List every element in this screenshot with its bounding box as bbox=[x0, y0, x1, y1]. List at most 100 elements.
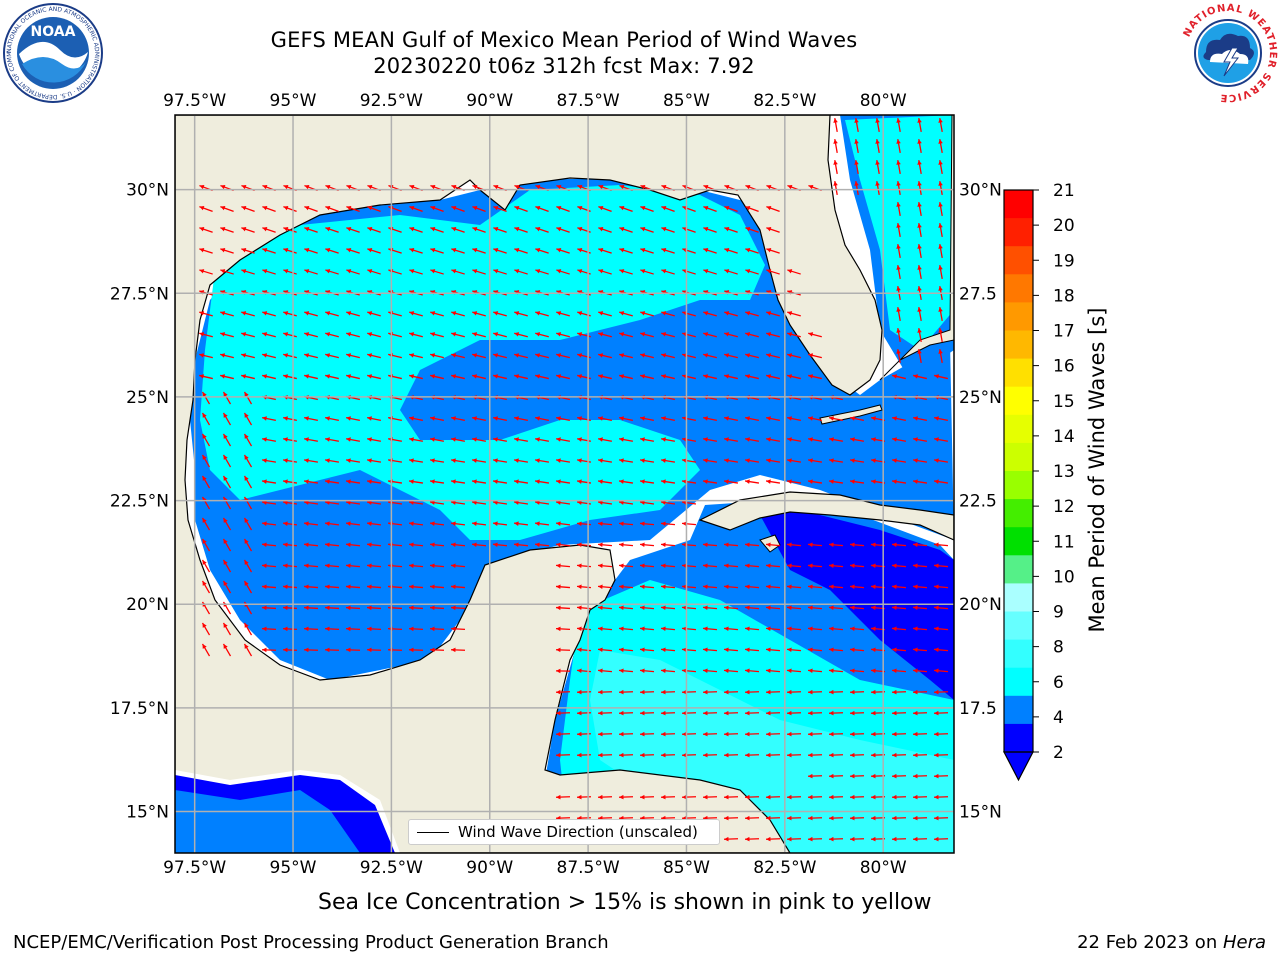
wave-arrow bbox=[199, 353, 213, 359]
wave-arrow-head bbox=[833, 118, 838, 123]
colorbar-segment bbox=[1004, 611, 1033, 641]
wave-arrow-head bbox=[745, 332, 751, 337]
wave-arrow-head bbox=[430, 269, 436, 274]
wave-arrow-head bbox=[451, 184, 457, 190]
wave-arrow bbox=[828, 710, 844, 716]
wave-arrow bbox=[896, 117, 901, 133]
wave-arrow bbox=[639, 668, 655, 674]
wave-arrow bbox=[640, 416, 654, 422]
wave-arrow-head bbox=[808, 794, 813, 800]
wave-arrow-head bbox=[262, 479, 267, 484]
wave-arrow bbox=[933, 563, 949, 569]
wave-arrow bbox=[660, 710, 676, 716]
wave-arrow-head bbox=[917, 349, 922, 354]
wave-arrow-head bbox=[938, 160, 943, 165]
wave-arrow bbox=[681, 689, 697, 695]
wave-arrow-head bbox=[703, 458, 708, 463]
wave-arrow bbox=[619, 269, 633, 275]
wave-arrow bbox=[849, 710, 865, 716]
wave-arrow-head bbox=[640, 332, 646, 337]
wave-arrow bbox=[598, 353, 612, 359]
wave-arrow bbox=[661, 374, 675, 380]
wave-arrow bbox=[639, 542, 655, 548]
wave-arrow bbox=[597, 542, 613, 548]
wave-arrow-head bbox=[766, 206, 772, 211]
wave-arrow bbox=[833, 117, 838, 133]
wave-arrow-head bbox=[430, 437, 435, 442]
wave-arrow bbox=[262, 353, 276, 359]
wave-arrow-head bbox=[244, 622, 249, 628]
wave-arrow bbox=[325, 206, 339, 212]
wave-arrow-head bbox=[829, 437, 834, 442]
wave-arrow-head bbox=[223, 454, 228, 460]
wave-arrow-head bbox=[854, 118, 859, 123]
wave-arrow-head bbox=[514, 500, 519, 505]
wave-arrow bbox=[933, 542, 949, 548]
wave-arrow-head bbox=[745, 605, 750, 611]
wave-arrow-head bbox=[535, 479, 540, 484]
wave-arrow-head bbox=[304, 542, 309, 547]
longitude-label-top: 90°W bbox=[466, 91, 513, 111]
wave-arrow bbox=[243, 475, 253, 489]
wave-arrow-head bbox=[787, 311, 793, 316]
wave-arrow bbox=[702, 437, 718, 442]
wave-arrow-head bbox=[703, 374, 709, 379]
wave-arrow bbox=[324, 584, 340, 590]
wave-arrow bbox=[535, 248, 549, 254]
wave-arrow bbox=[618, 647, 634, 653]
wave-arrow-head bbox=[682, 731, 687, 737]
wave-arrow-head bbox=[787, 542, 792, 548]
wave-arrow-head bbox=[913, 605, 918, 611]
wave-arrow bbox=[917, 243, 922, 259]
wave-arrow-head bbox=[493, 353, 499, 358]
wave-arrow-head bbox=[682, 605, 687, 611]
wave-arrow bbox=[765, 584, 781, 590]
wave-arrow-head bbox=[451, 374, 457, 379]
wave-arrow bbox=[303, 563, 319, 569]
wave-arrow bbox=[702, 626, 718, 632]
wave-arrow bbox=[660, 479, 676, 484]
wave-arrow bbox=[493, 332, 507, 338]
wave-arrow bbox=[912, 542, 928, 548]
wave-arrow bbox=[681, 479, 697, 484]
wave-arrow-head bbox=[724, 710, 729, 716]
colorbar-tick-label: 8 bbox=[1053, 638, 1064, 658]
wave-arrow-head bbox=[325, 563, 330, 569]
wave-arrow-head bbox=[703, 668, 708, 674]
wave-arrow bbox=[262, 248, 276, 254]
wave-arrow-head bbox=[556, 269, 562, 274]
wave-arrow-head bbox=[577, 206, 583, 211]
wave-arrow bbox=[282, 626, 298, 632]
wave-arrow bbox=[598, 374, 612, 380]
wave-arrow-head bbox=[535, 500, 540, 505]
wave-arrow-head bbox=[493, 248, 499, 253]
wave-arrow bbox=[324, 521, 340, 526]
wave-arrow-head bbox=[346, 563, 351, 569]
wave-arrow-head bbox=[892, 437, 897, 442]
wave-arrow bbox=[745, 248, 759, 254]
wave-arrow-head bbox=[703, 206, 709, 211]
wave-arrow-head bbox=[766, 794, 771, 800]
wave-arrow-head bbox=[871, 647, 876, 653]
wave-arrow-head bbox=[724, 269, 730, 274]
wave-arrow-head bbox=[829, 836, 834, 842]
wave-arrow-head bbox=[829, 563, 834, 569]
wave-arrow-head bbox=[325, 626, 330, 632]
wave-arrow bbox=[199, 374, 213, 380]
wave-arrow-head bbox=[640, 248, 646, 253]
colorbar-tick-label: 14 bbox=[1053, 427, 1075, 447]
wave-arrow-head bbox=[577, 500, 582, 505]
wave-arrow bbox=[450, 542, 466, 547]
wave-arrow bbox=[366, 479, 382, 484]
wave-arrow-head bbox=[682, 437, 687, 442]
wave-arrow-head bbox=[850, 668, 855, 674]
wave-arrow-head bbox=[619, 752, 624, 758]
wave-arrow-head bbox=[409, 500, 414, 505]
wave-arrow bbox=[429, 521, 445, 526]
wave-arrow-head bbox=[598, 374, 604, 379]
wave-arrow bbox=[681, 542, 697, 548]
wave-arrow-head bbox=[304, 479, 309, 484]
wave-arrow-head bbox=[598, 248, 604, 253]
wave-arrow bbox=[597, 794, 613, 800]
wave-arrow bbox=[451, 248, 465, 254]
